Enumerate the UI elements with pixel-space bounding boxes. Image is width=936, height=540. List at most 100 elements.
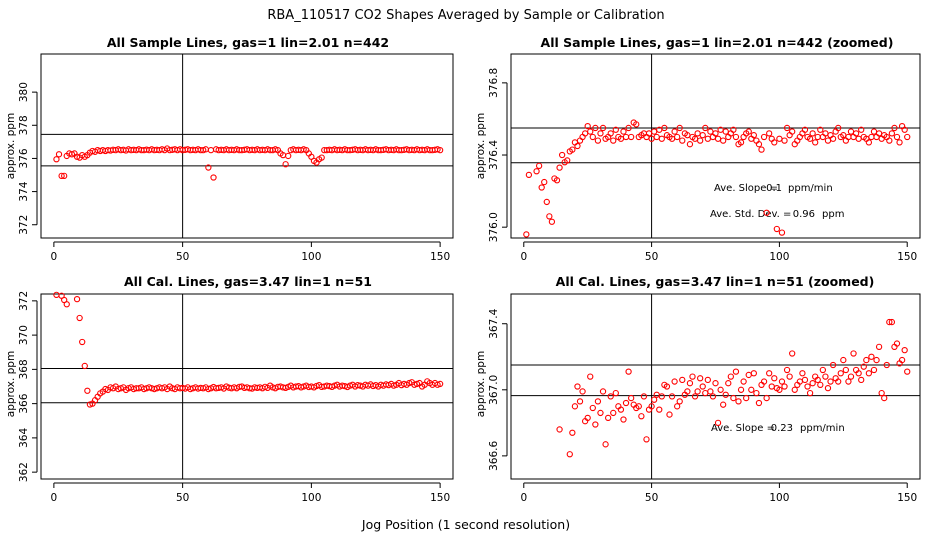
data-point [763,209,770,216]
data-point [699,132,706,139]
data-point [592,124,599,132]
data-point [720,401,727,408]
x-tick-label: 0 [51,492,58,504]
data-point [694,130,701,137]
data-point [436,380,444,388]
data-point [633,121,640,128]
data-point [607,130,614,137]
data-point [763,394,770,402]
data-point [824,385,832,392]
data-point [535,162,543,169]
data-point [671,378,678,385]
data-point [61,172,68,179]
data-point [745,128,752,135]
panel-sample-lines-zoomed: All Sample Lines, gas=1 lin=2.01 n=442 (… [475,35,921,263]
data-point [755,141,763,148]
data-point [855,370,862,377]
x-tick-label: 50 [176,251,189,263]
data-point [604,414,612,422]
data-point [791,386,798,393]
data-point [819,366,827,374]
slope-label: Ave. Slope = [711,423,775,434]
data-point [896,139,903,146]
data-point [858,376,865,384]
data-point [799,370,806,377]
x-tick-label: 100 [769,492,789,504]
panel-cal-lines: All Cal. Lines, gas=3.47 lin=1 n=51 appr… [5,274,454,504]
data-point [868,353,875,360]
data-point [835,378,842,385]
data-point [625,368,632,375]
panel-title: All Sample Lines, gas=1 lin=2.01 n=442 [107,35,389,50]
data-point [318,154,325,161]
data-point [702,124,709,132]
y-tick-label: 370 [18,325,30,345]
data-point [592,421,599,428]
data-point [691,393,699,400]
y-tick-label: 378 [18,115,30,135]
data-point [663,383,671,390]
data-point [750,132,757,139]
data-point [783,124,791,132]
x-tick-label: 50 [645,492,658,504]
data-point [622,399,630,407]
data-point [653,391,660,398]
data-point [776,386,783,393]
data-point [594,137,602,144]
data-point [543,198,550,206]
data-point [548,218,556,225]
data-point [569,146,576,153]
data-point [801,126,809,133]
data-point [684,388,691,395]
data-point [599,124,607,132]
y-tick-label: 376.8 [488,68,500,98]
data-point [827,378,834,385]
data-point [904,133,911,141]
data-point [776,135,783,142]
figure-x-axis-label: Jog Position (1 second resolution) [361,517,570,532]
data-point [661,124,668,132]
data-point [720,137,727,144]
data-point [707,388,714,395]
data-point [53,291,60,299]
data-point [207,146,215,154]
data-point [58,172,65,179]
y-tick-label: 374 [18,181,30,201]
data-point [699,383,706,390]
data-point [558,151,566,159]
data-point [81,362,88,370]
data-point [801,376,809,384]
data-point [852,130,860,137]
data-point [285,152,292,160]
data-point [863,356,870,364]
data-point [651,128,658,135]
data-point [523,231,530,238]
data-point [771,375,778,382]
std-dev-value: 0.96 [793,209,815,220]
data-point [781,383,788,390]
y-tick-label: 376 [18,148,30,168]
data-point [612,126,619,133]
data-point [717,386,724,393]
data-point [893,133,901,141]
data-point [868,133,875,141]
data-point [829,135,837,142]
data-point [617,406,625,413]
y-tick-label: 364 [18,428,30,448]
data-point [860,363,867,370]
data-point [697,137,704,144]
panel-title: All Cal. Lines, gas=3.47 lin=1 n=51 [124,274,372,289]
data-point [712,380,719,387]
data-point [842,366,850,374]
slope-unit: ppm/min [800,423,845,434]
panel-sample-lines: All Sample Lines, gas=1 lin=2.01 n=442 a… [5,35,454,263]
data-point [697,375,704,382]
data-point [814,376,821,384]
x-tick-label: 100 [769,251,789,263]
data-point [743,394,750,402]
data-point [635,403,642,410]
data-point [847,373,855,380]
data-point [694,388,701,395]
data-point [546,213,553,220]
